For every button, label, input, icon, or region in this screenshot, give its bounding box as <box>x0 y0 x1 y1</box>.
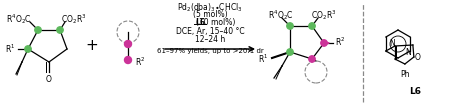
Text: L6: L6 <box>195 18 205 27</box>
Text: DCE, Ar, 15–40 °C: DCE, Ar, 15–40 °C <box>176 27 244 36</box>
Circle shape <box>125 56 131 63</box>
Circle shape <box>309 23 315 29</box>
Text: CO$_2$R$^3$: CO$_2$R$^3$ <box>311 8 337 22</box>
Text: R$^2$: R$^2$ <box>335 36 345 48</box>
Text: 12–24 h: 12–24 h <box>195 35 225 44</box>
Text: O: O <box>415 52 421 61</box>
Text: N: N <box>405 47 411 56</box>
Text: R$^1$: R$^1$ <box>5 43 15 55</box>
Text: N: N <box>389 40 395 49</box>
Circle shape <box>125 40 131 47</box>
Circle shape <box>321 40 327 46</box>
Text: O: O <box>46 75 52 84</box>
Text: R$^4$O$_2$C: R$^4$O$_2$C <box>268 8 293 22</box>
Circle shape <box>309 56 315 62</box>
Circle shape <box>287 23 293 29</box>
Text: (10 mol%): (10 mol%) <box>196 18 236 27</box>
Text: 61–97% yields, up to >20:1 dr: 61–97% yields, up to >20:1 dr <box>156 48 264 54</box>
Text: R$^2$: R$^2$ <box>135 56 145 68</box>
Text: CO$_2$R$^3$: CO$_2$R$^3$ <box>61 12 86 26</box>
Text: (5 mol%): (5 mol%) <box>193 10 228 19</box>
Text: L6: L6 <box>409 87 421 96</box>
Text: Pd$_2$(dba)$_3$$\bullet$CHCl$_3$: Pd$_2$(dba)$_3$$\bullet$CHCl$_3$ <box>177 2 243 15</box>
Circle shape <box>35 27 41 33</box>
Circle shape <box>57 27 63 33</box>
Text: Ph: Ph <box>400 70 410 79</box>
Text: R$^4$O$_2$C: R$^4$O$_2$C <box>6 12 32 26</box>
Text: R$^1$: R$^1$ <box>258 53 268 65</box>
Circle shape <box>25 46 31 52</box>
Circle shape <box>287 49 293 55</box>
Text: +: + <box>86 38 99 54</box>
